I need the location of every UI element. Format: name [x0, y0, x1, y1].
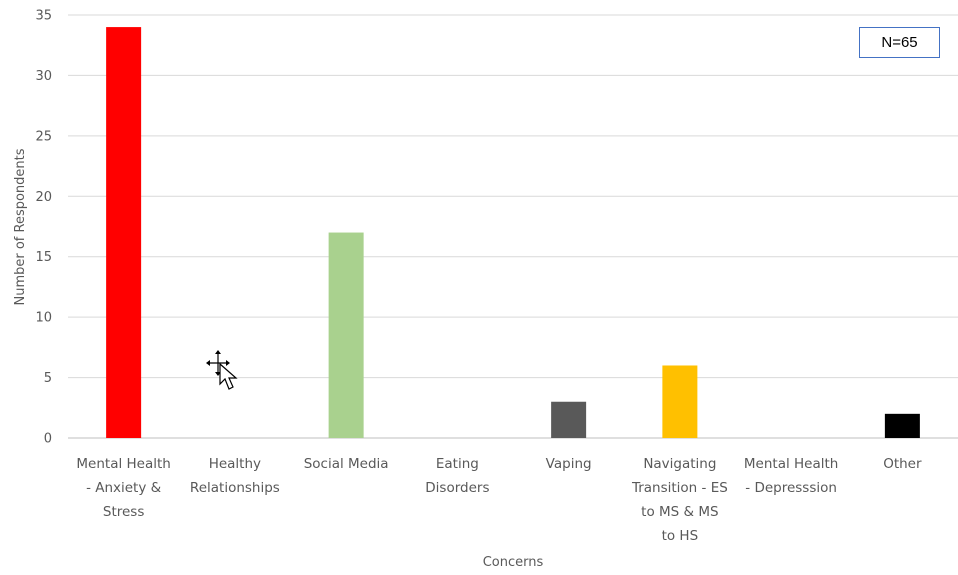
y-axis-ticks: 0 5 10 15 20 25 30 35 — [35, 9, 52, 447]
bar[interactable] — [551, 401, 587, 438]
bars — [106, 27, 920, 438]
y-tick-label: 35 — [35, 9, 52, 24]
sample-size-text: N=65 — [881, 34, 918, 51]
move-cursor-icon — [206, 350, 238, 390]
bar[interactable] — [328, 232, 364, 438]
gridlines — [68, 14, 958, 439]
sample-size-annotation[interactable]: N=65 — [859, 27, 940, 58]
x-category-label: Navigating Transition - ES to MS & MS to HS — [631, 456, 728, 544]
bar[interactable] — [884, 413, 920, 438]
y-tick-label: 25 — [35, 129, 52, 144]
x-category-label: Mental Health - Depresssion — [744, 456, 838, 496]
y-tick-label: 30 — [35, 69, 52, 84]
x-axis-title: Concerns — [483, 555, 544, 570]
x-category-label: Healthy Relationships — [190, 456, 280, 496]
y-tick-label: 20 — [35, 190, 52, 205]
y-tick-label: 5 — [44, 371, 52, 386]
x-category-label: Other — [883, 456, 922, 472]
x-category-label: Mental Health - Anxiety & Stress — [76, 456, 170, 520]
bar[interactable] — [662, 365, 698, 438]
x-category-label: Social Media — [304, 456, 389, 472]
x-category-label: Vaping — [546, 456, 592, 472]
bar[interactable] — [106, 27, 142, 438]
y-tick-label: 0 — [44, 432, 52, 447]
x-axis-category-labels: Mental Health - Anxiety & Stress Healthy Rel… — [76, 456, 922, 544]
y-tick-label: 15 — [35, 250, 52, 265]
y-axis-title: Number of Respondents — [13, 148, 28, 305]
y-tick-label: 10 — [35, 311, 52, 326]
x-category-label: Eating Disorders — [425, 456, 489, 496]
